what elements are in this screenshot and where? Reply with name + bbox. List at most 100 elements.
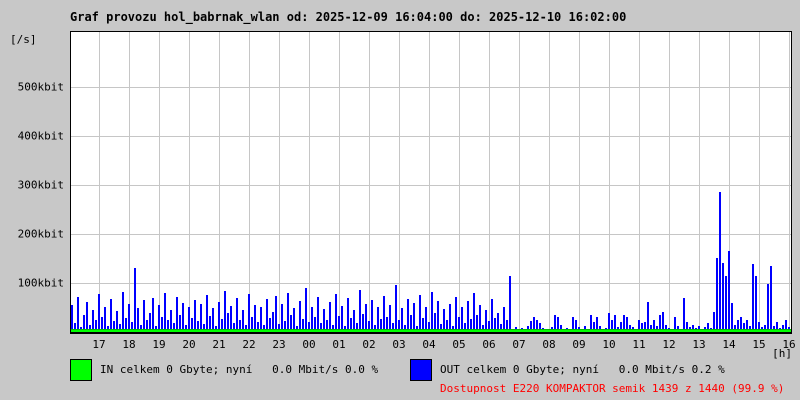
out-traffic-bar xyxy=(200,304,202,332)
out-traffic-bar xyxy=(479,305,481,332)
horizontal-gridline xyxy=(71,87,791,88)
out-traffic-bar xyxy=(539,323,541,332)
out-traffic-bar xyxy=(590,315,592,332)
out-traffic-bar xyxy=(89,325,91,332)
x-tick-label: 09 xyxy=(572,338,586,351)
out-traffic-bar xyxy=(716,258,718,332)
vertical-gridline xyxy=(369,32,370,332)
vertical-gridline xyxy=(159,32,160,332)
x-tick-label: 21 xyxy=(212,338,226,351)
out-traffic-bar xyxy=(278,324,280,332)
out-traffic-bar xyxy=(725,276,727,332)
vertical-gridline xyxy=(279,32,280,332)
out-traffic-bar xyxy=(368,321,370,332)
out-traffic-bar xyxy=(182,303,184,332)
out-traffic-bar xyxy=(503,307,505,332)
out-traffic-bar xyxy=(593,322,595,332)
out-traffic-bar xyxy=(191,318,193,332)
out-traffic-bar xyxy=(185,325,187,332)
out-traffic-bar xyxy=(119,324,121,332)
vertical-gridline xyxy=(519,32,520,332)
out-traffic-bar xyxy=(386,317,388,332)
vertical-gridline xyxy=(189,32,190,332)
in-series-edge xyxy=(71,329,791,330)
vertical-gridline xyxy=(99,32,100,332)
out-traffic-bar xyxy=(377,307,379,332)
out-traffic-bar xyxy=(224,291,226,332)
vertical-gridline xyxy=(339,32,340,332)
out-traffic-bar xyxy=(251,317,253,332)
out-traffic-bar xyxy=(290,315,292,332)
out-traffic-bar xyxy=(347,298,349,332)
out-traffic-bar xyxy=(308,322,310,332)
out-traffic-bar xyxy=(734,325,736,332)
out-traffic-bar xyxy=(332,325,334,332)
out-traffic-bar xyxy=(782,325,784,332)
x-tick-label: 11 xyxy=(632,338,646,351)
out-traffic-bar xyxy=(647,302,649,332)
x-tick-label: 15 xyxy=(752,338,766,351)
out-traffic-bar xyxy=(320,323,322,332)
out-traffic-bar xyxy=(293,308,295,332)
out-traffic-bar xyxy=(659,315,661,332)
out-traffic-bar xyxy=(500,324,502,332)
out-traffic-bar xyxy=(206,295,208,332)
out-traffic-bar xyxy=(428,322,430,332)
out-traffic-bar xyxy=(170,310,172,332)
out-traffic-bar xyxy=(464,323,466,332)
out-traffic-bar xyxy=(614,315,616,332)
out-traffic-bar xyxy=(398,320,400,332)
x-tick-label: 05 xyxy=(452,338,466,351)
out-traffic-bar xyxy=(560,325,562,332)
out-traffic-bar xyxy=(74,323,76,332)
x-tick-label: 01 xyxy=(332,338,346,351)
out-traffic-bar xyxy=(233,323,235,332)
out-traffic-bar xyxy=(236,298,238,332)
out-traffic-bar xyxy=(266,299,268,332)
out-traffic-bar xyxy=(467,301,469,332)
vertical-gridline xyxy=(609,32,610,332)
vertical-gridline xyxy=(489,32,490,332)
out-traffic-bar xyxy=(644,322,646,332)
out-traffic-bar xyxy=(641,323,643,332)
out-traffic-bar xyxy=(245,325,247,332)
out-traffic-bar xyxy=(683,298,685,332)
out-traffic-bar xyxy=(272,312,274,332)
out-traffic-bar xyxy=(284,321,286,332)
out-traffic-bar xyxy=(422,318,424,332)
out-traffic-bar xyxy=(608,313,610,332)
out-traffic-bar xyxy=(110,299,112,332)
out-traffic-bar xyxy=(665,325,667,332)
out-traffic-bar xyxy=(254,305,256,332)
legend-in-label: IN celkem 0 Gbyte; nyní 0.0 Mbit/s 0.0 % xyxy=(100,363,379,376)
x-tick-label: 18 xyxy=(122,338,136,351)
out-traffic-bar xyxy=(140,325,142,332)
out-traffic-bar xyxy=(611,320,613,332)
out-traffic-bar xyxy=(149,313,151,332)
out-traffic-bar xyxy=(329,302,331,332)
out-traffic-bar xyxy=(413,303,415,332)
out-traffic-bar xyxy=(218,302,220,332)
out-traffic-bar xyxy=(323,309,325,332)
out-traffic-bar xyxy=(752,264,754,332)
out-traffic-bar xyxy=(311,307,313,332)
out-traffic-bar xyxy=(533,317,535,332)
out-traffic-bar xyxy=(740,317,742,332)
out-traffic-bar xyxy=(152,298,154,332)
y-axis-unit-label: [/s] xyxy=(10,33,37,46)
plot-area xyxy=(70,31,792,334)
out-traffic-bar xyxy=(437,301,439,332)
out-traffic-bar xyxy=(335,294,337,332)
out-traffic-bar xyxy=(143,300,145,332)
out-traffic-bar xyxy=(662,312,664,332)
out-traffic-bar xyxy=(554,315,556,332)
out-traffic-bar xyxy=(260,307,262,332)
out-traffic-bar xyxy=(380,319,382,332)
out-traffic-bar xyxy=(176,297,178,332)
out-traffic-bar xyxy=(449,304,451,332)
out-traffic-bar xyxy=(623,315,625,332)
vertical-gridline xyxy=(429,32,430,332)
x-tick-label: 08 xyxy=(542,338,556,351)
out-traffic-bar xyxy=(116,311,118,332)
